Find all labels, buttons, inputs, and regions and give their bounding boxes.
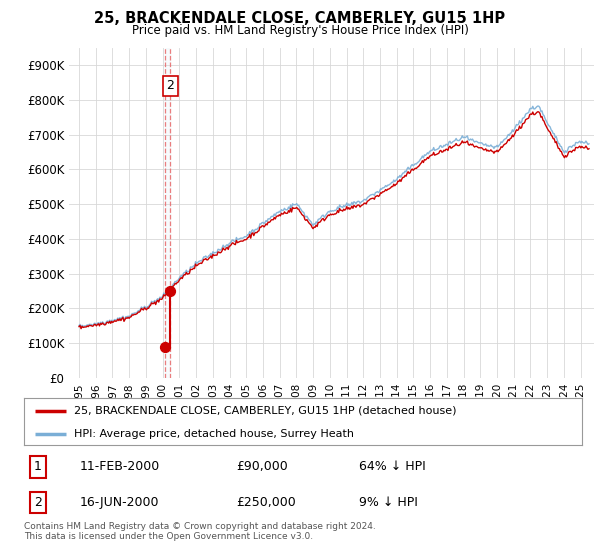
Text: £250,000: £250,000 [236, 496, 296, 509]
Text: 1: 1 [34, 460, 42, 473]
Text: 2: 2 [166, 80, 174, 92]
Point [166, 287, 175, 296]
Text: 11-FEB-2000: 11-FEB-2000 [80, 460, 160, 473]
Text: HPI: Average price, detached house, Surrey Heath: HPI: Average price, detached house, Surr… [74, 429, 354, 439]
Bar [164, 48, 170, 378]
Text: 25, BRACKENDALE CLOSE, CAMBERLEY, GU15 1HP: 25, BRACKENDALE CLOSE, CAMBERLEY, GU15 1… [94, 11, 506, 26]
Point [160, 342, 169, 351]
Text: 25, BRACKENDALE CLOSE, CAMBERLEY, GU15 1HP (detached house): 25, BRACKENDALE CLOSE, CAMBERLEY, GU15 1… [74, 406, 457, 416]
Text: Price paid vs. HM Land Registry's House Price Index (HPI): Price paid vs. HM Land Registry's House … [131, 24, 469, 36]
Text: £90,000: £90,000 [236, 460, 288, 473]
Text: Contains HM Land Registry data © Crown copyright and database right 2024.
This d: Contains HM Land Registry data © Crown c… [24, 522, 376, 542]
Text: 9% ↓ HPI: 9% ↓ HPI [359, 496, 418, 509]
Text: 16-JUN-2000: 16-JUN-2000 [80, 496, 160, 509]
Text: 2: 2 [34, 496, 42, 509]
Text: 64% ↓ HPI: 64% ↓ HPI [359, 460, 425, 473]
